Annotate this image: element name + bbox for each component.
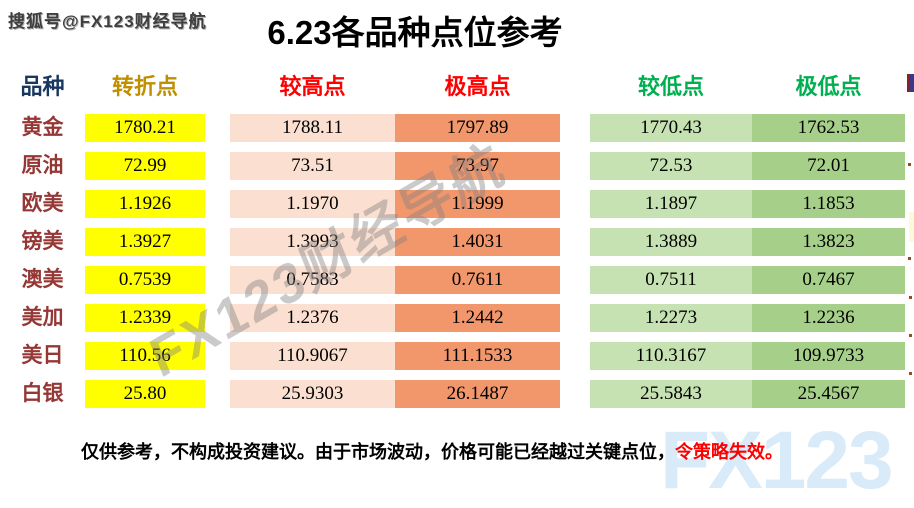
disclaimer-black: 仅供参考，不构成投资建议。由于市场波动，价格可能已经越过关键点位， (81, 442, 675, 462)
extreme-low-cell: 72.01 (752, 152, 905, 180)
extreme-high-cell: 1.4031 (395, 228, 560, 256)
cropped-edge-fragment (909, 334, 912, 337)
publisher-watermark: 搜狐号@FX123财经导航 (8, 12, 207, 31)
instrument-name: 澳美 (21, 268, 64, 291)
extreme-high-cell: 1.1999 (395, 190, 560, 218)
table-row: 美加 1.2339 1.2376 1.2442 1.2273 1.2236 (0, 304, 914, 332)
table-row: 镑美 1.3927 1.3993 1.4031 1.3889 1.3823 (0, 228, 914, 256)
disclaimer-text: 仅供参考，不构成投资建议。由于市场波动，价格可能已经越过关键点位，令策略失效。 (0, 438, 864, 464)
table-body: 黄金 1780.21 1788.11 1797.89 1770.43 1762.53 原油 7… (0, 114, 914, 418)
extreme-high-cell: 1.2442 (395, 304, 560, 332)
higher-cell: 1.2376 (230, 304, 395, 332)
pivot-cell: 72.99 (85, 152, 205, 180)
higher-cell: 110.9067 (230, 342, 395, 370)
extreme-low-cell: 1762.53 (752, 114, 905, 142)
instrument-name: 黄金 (21, 116, 64, 139)
header-extreme-high: 极高点 (444, 74, 511, 99)
lower-cell: 110.3167 (590, 342, 752, 370)
extreme-low-cell: 0.7467 (752, 266, 905, 294)
table-header: 品种 转折点 较高点 极高点 较低点 极低点 (0, 72, 914, 102)
lower-cell: 0.7511 (590, 266, 752, 294)
instrument-name: 镑美 (21, 230, 64, 253)
higher-cell: 0.7583 (230, 266, 395, 294)
instrument-name: 白银 (21, 382, 64, 405)
lower-cell: 25.5843 (590, 380, 752, 408)
higher-cell: 25.9303 (230, 380, 395, 408)
header-higher: 较高点 (279, 74, 346, 99)
extreme-high-cell: 1797.89 (395, 114, 560, 142)
table-row: 白银 25.80 25.9303 26.1487 25.5843 25.4567 (0, 380, 914, 408)
header-pivot: 转折点 (111, 74, 178, 99)
extreme-high-cell: 26.1487 (395, 380, 560, 408)
header-lower: 较低点 (637, 74, 704, 99)
lower-cell: 72.53 (590, 152, 752, 180)
extreme-high-cell: 111.1533 (395, 342, 560, 370)
instrument-name: 欧美 (21, 192, 64, 215)
instrument-name: 原油 (21, 154, 64, 177)
extreme-low-cell: 25.4567 (752, 380, 905, 408)
extreme-low-cell: 1.3823 (752, 228, 905, 256)
lower-cell: 1.3889 (590, 228, 752, 256)
header-extreme-low: 极低点 (795, 74, 862, 99)
instrument-name: 美加 (21, 306, 64, 329)
header-instrument: 品种 (20, 74, 65, 99)
extreme-low-cell: 1.2236 (752, 304, 905, 332)
cropped-edge-fragment (909, 212, 914, 242)
cropped-edge-fragment (908, 257, 911, 260)
extreme-high-cell: 73.97 (395, 152, 560, 180)
cropped-edge-fragment (907, 74, 914, 92)
higher-cell: 1.1970 (230, 190, 395, 218)
disclaimer-warning: 令策略失效。 (675, 442, 783, 462)
table-row: 黄金 1780.21 1788.11 1797.89 1770.43 1762.53 (0, 114, 914, 142)
pivot-cell: 1.1926 (85, 190, 205, 218)
higher-cell: 73.51 (230, 152, 395, 180)
table-row: 美日 110.56 110.9067 111.1533 110.3167 109.9733 (0, 342, 914, 370)
extreme-low-cell: 1.1853 (752, 190, 905, 218)
lower-cell: 1770.43 (590, 114, 752, 142)
pivot-cell: 0.7539 (85, 266, 205, 294)
cropped-edge-fragment (909, 372, 912, 375)
instrument-name: 美日 (21, 344, 64, 367)
table-row: 原油 72.99 73.51 73.97 72.53 72.01 (0, 152, 914, 180)
pivot-cell: 1780.21 (85, 114, 205, 142)
pivot-cell: 1.3927 (85, 228, 205, 256)
table-row: 欧美 1.1926 1.1970 1.1999 1.1897 1.1853 (0, 190, 914, 218)
page-title: 6.23各品种点位参考 (267, 14, 563, 51)
higher-cell: 1.3993 (230, 228, 395, 256)
extreme-high-cell: 0.7611 (395, 266, 560, 294)
cropped-edge-fragment (909, 296, 912, 299)
higher-cell: 1788.11 (230, 114, 395, 142)
cropped-edge-fragment (908, 163, 911, 166)
pivot-cell: 110.56 (85, 342, 205, 370)
pivot-cell: 1.2339 (85, 304, 205, 332)
lower-cell: 1.1897 (590, 190, 752, 218)
pivot-cell: 25.80 (85, 380, 205, 408)
table-row: 澳美 0.7539 0.7583 0.7611 0.7511 0.7467 (0, 266, 914, 294)
lower-cell: 1.2273 (590, 304, 752, 332)
extreme-low-cell: 109.9733 (752, 342, 905, 370)
